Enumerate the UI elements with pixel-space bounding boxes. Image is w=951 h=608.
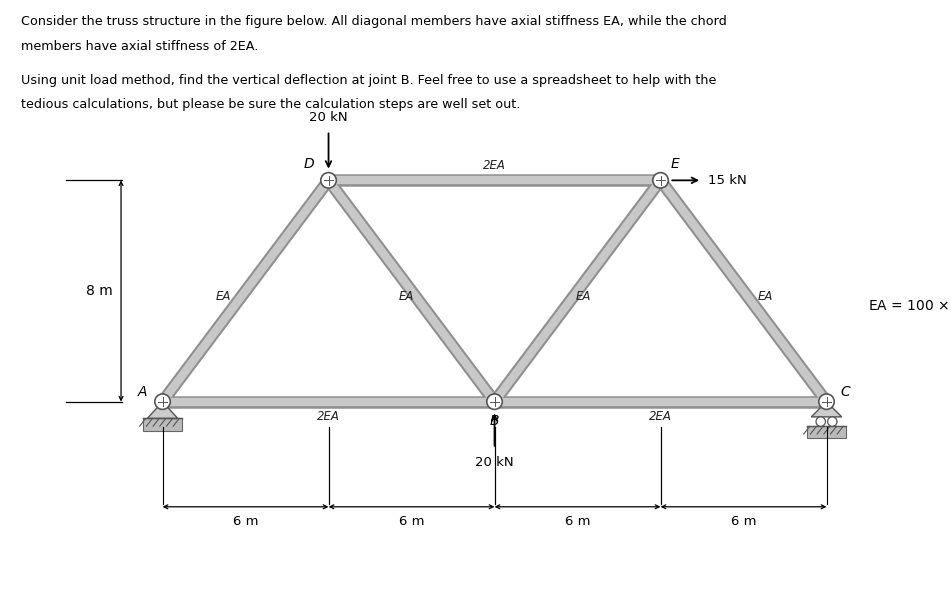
Polygon shape (147, 402, 178, 418)
Text: 8 m: 8 m (86, 284, 113, 298)
Circle shape (155, 394, 170, 409)
Text: 6 m: 6 m (730, 515, 756, 528)
Polygon shape (143, 418, 183, 431)
Text: EA: EA (216, 290, 231, 303)
Circle shape (487, 394, 502, 409)
Text: C: C (841, 385, 850, 399)
Text: tedious calculations, but please be sure the calculation steps are well set out.: tedious calculations, but please be sure… (21, 98, 520, 111)
Circle shape (819, 394, 834, 409)
Text: EA: EA (398, 290, 414, 303)
Text: members have axial stiffness of 2EA.: members have axial stiffness of 2EA. (21, 40, 259, 52)
Text: 6 m: 6 m (398, 515, 424, 528)
Text: D: D (304, 157, 315, 171)
Text: 2EA: 2EA (483, 159, 506, 171)
Text: 20 kN: 20 kN (309, 111, 348, 123)
Text: 2EA: 2EA (317, 410, 340, 423)
Circle shape (652, 173, 669, 188)
Circle shape (320, 173, 337, 188)
Text: Consider the truss structure in the figure below. All diagonal members have axia: Consider the truss structure in the figu… (21, 15, 727, 28)
Text: EA: EA (575, 290, 591, 303)
Text: E: E (670, 157, 679, 171)
Text: 20 kN: 20 kN (476, 455, 514, 469)
Text: B: B (490, 414, 499, 428)
Polygon shape (811, 402, 842, 417)
Polygon shape (806, 426, 846, 438)
Text: Using unit load method, find the vertical deflection at joint B. Feel free to us: Using unit load method, find the vertica… (21, 74, 716, 87)
Text: 15 kN: 15 kN (708, 174, 747, 187)
Text: EA = 100 ×10$^6$ N: EA = 100 ×10$^6$ N (868, 295, 951, 314)
Text: 2EA: 2EA (650, 410, 672, 423)
Text: A: A (138, 385, 147, 399)
Circle shape (816, 417, 825, 426)
Circle shape (827, 417, 837, 426)
Text: 6 m: 6 m (565, 515, 591, 528)
Text: EA: EA (758, 290, 773, 303)
Text: 6 m: 6 m (233, 515, 259, 528)
